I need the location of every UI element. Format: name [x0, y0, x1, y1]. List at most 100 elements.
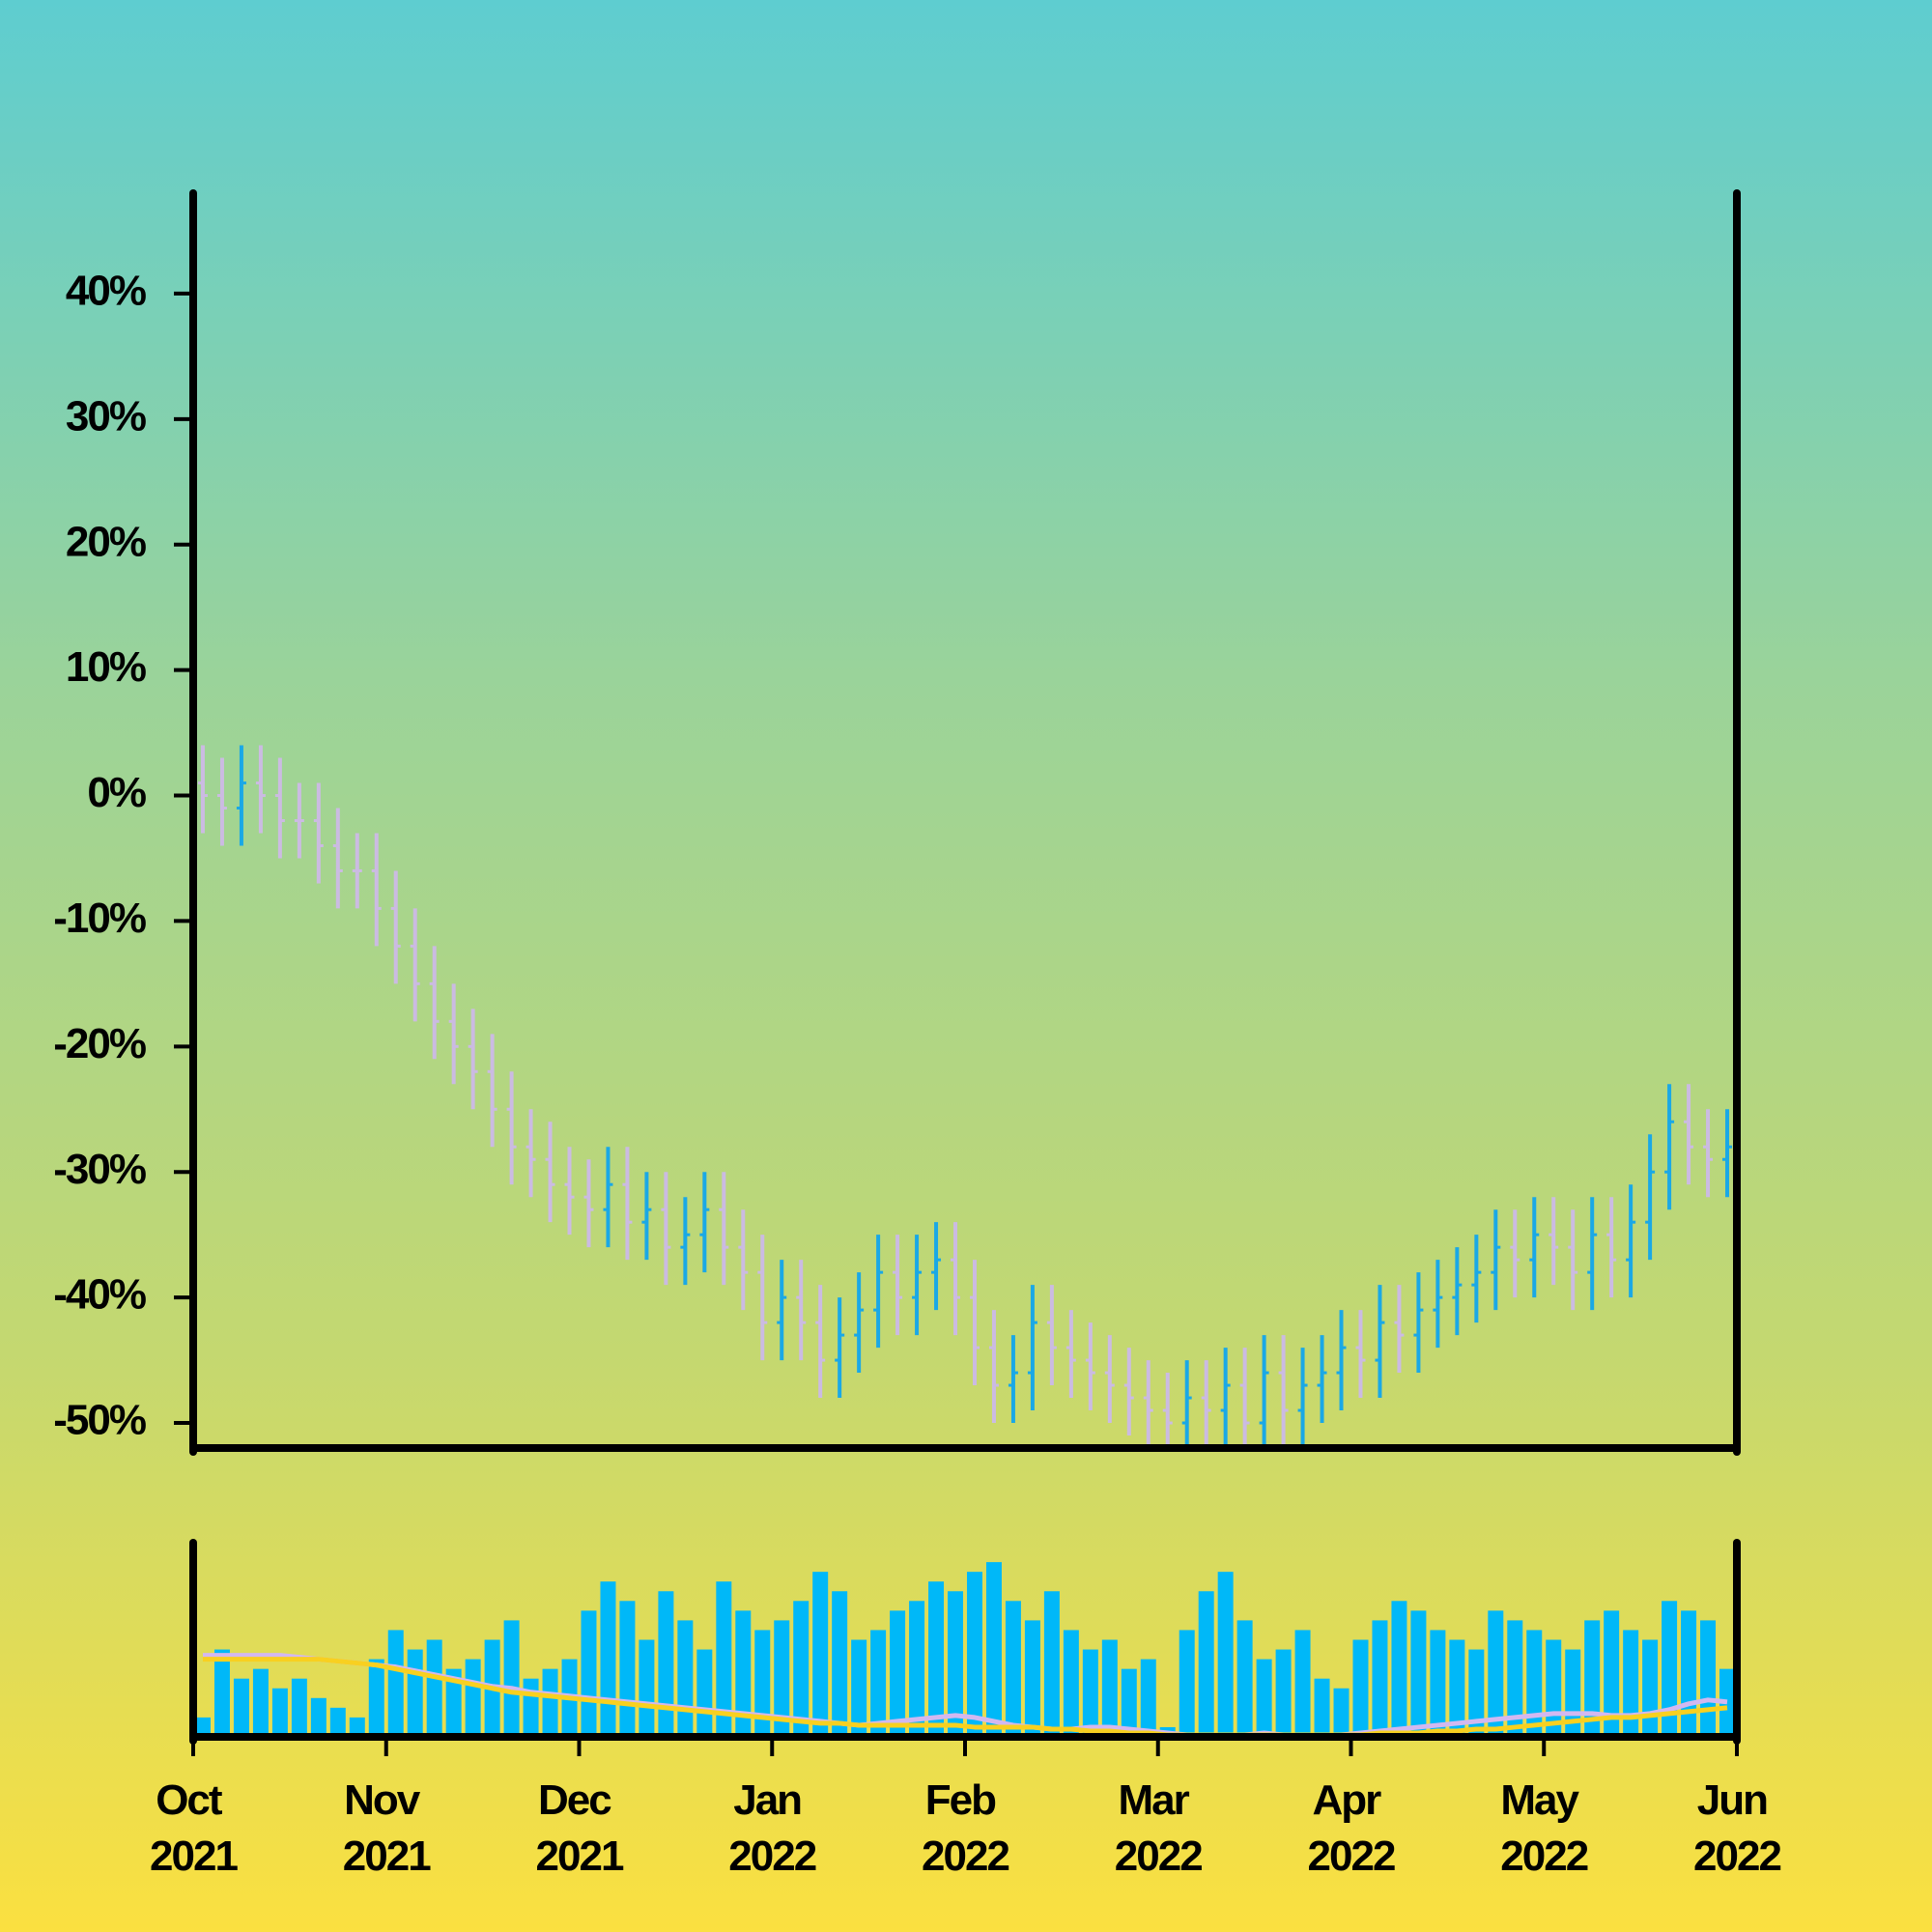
volume-bar — [1391, 1601, 1407, 1737]
volume-bar — [310, 1697, 327, 1737]
volume-bar — [523, 1678, 539, 1737]
volume-bar — [812, 1572, 829, 1737]
volume-bar — [581, 1610, 597, 1737]
volume-bar — [890, 1610, 906, 1737]
volume-bar — [1333, 1688, 1350, 1737]
volume-bar — [542, 1668, 558, 1737]
volume-bar — [503, 1620, 520, 1737]
volume-bar — [1217, 1572, 1234, 1737]
y-tick-label: -50% — [53, 1397, 146, 1444]
volume-bar — [774, 1620, 790, 1737]
x-tick-label: Mar 2022 — [1115, 1776, 1202, 1880]
volume-bar — [329, 1707, 346, 1737]
y-tick-label: -30% — [53, 1146, 146, 1193]
volume-bar — [1488, 1610, 1504, 1737]
volume-bar — [793, 1601, 810, 1737]
volume-bar — [445, 1668, 462, 1737]
x-tick-label: Jun 2022 — [1693, 1776, 1780, 1880]
volume-bar — [1198, 1591, 1214, 1737]
volume-bar — [1623, 1630, 1639, 1737]
y-tick-label: -40% — [53, 1271, 146, 1319]
volume-bar — [233, 1678, 249, 1737]
volume-bar — [1681, 1610, 1697, 1737]
volume-bar — [1236, 1620, 1253, 1737]
volume-bar — [948, 1591, 964, 1737]
volume-bar — [194, 1717, 211, 1737]
y-tick-label: 10% — [66, 643, 146, 691]
volume-bar — [966, 1572, 982, 1737]
volume-bar — [1584, 1620, 1601, 1737]
volume-bar — [1121, 1668, 1137, 1737]
volume-bar — [1642, 1639, 1659, 1737]
volume-bar — [619, 1601, 636, 1737]
volume-bar — [870, 1630, 887, 1737]
volume-bar — [1604, 1610, 1620, 1737]
volume-bar — [1314, 1678, 1330, 1737]
volume-bar — [1043, 1591, 1060, 1737]
volume-bar — [696, 1649, 713, 1737]
volume-bar — [1024, 1620, 1040, 1737]
price-plot — [197, 745, 1733, 1448]
volume-plot — [194, 1562, 1736, 1740]
volume-bar — [1430, 1630, 1446, 1737]
volume-bar — [754, 1630, 771, 1737]
axes: -50% -40% -30% -20% -10% 0% 10% 20% 30% 40% Oct 20… — [53, 189, 1782, 1880]
volume-bar — [1063, 1630, 1079, 1737]
volume-bar — [349, 1717, 365, 1737]
volume-bar — [639, 1639, 655, 1737]
volume-bar — [465, 1659, 481, 1737]
moving-average-line — [202, 1657, 1728, 1738]
volume-bar — [271, 1688, 288, 1737]
volume-bar — [1005, 1601, 1021, 1737]
volume-bar — [677, 1620, 694, 1737]
y-tick-label: 20% — [66, 518, 146, 565]
volume-bar — [1719, 1668, 1736, 1737]
volume-bar — [1294, 1630, 1311, 1737]
volume-bar — [735, 1610, 752, 1737]
volume-bar — [291, 1678, 307, 1737]
volume-bar — [1468, 1649, 1485, 1737]
volume-bar — [1700, 1620, 1717, 1737]
volume-bar — [1662, 1601, 1678, 1737]
volume-bar — [851, 1639, 867, 1737]
volume-bar — [716, 1581, 732, 1737]
volume-bar — [1410, 1610, 1427, 1737]
volume-bar — [1372, 1620, 1388, 1737]
x-tick-label: Dec 2021 — [536, 1776, 624, 1880]
x-tick-label: Apr 2022 — [1308, 1776, 1395, 1880]
y-tick-label: 40% — [66, 268, 146, 315]
x-tick-label: Feb 2022 — [922, 1776, 1009, 1880]
volume-bar — [1526, 1630, 1543, 1737]
x-tick-label: May 2022 — [1500, 1776, 1587, 1880]
x-tick-label: Jan 2022 — [728, 1776, 815, 1880]
volume-bar — [985, 1562, 1002, 1737]
volume-bar — [600, 1581, 616, 1737]
volume-bar — [1507, 1620, 1523, 1737]
x-tick-label: Nov 2021 — [343, 1776, 431, 1880]
volume-bar — [368, 1659, 384, 1737]
volume-bar — [1101, 1639, 1118, 1737]
volume-bar — [1082, 1649, 1098, 1737]
y-tick-label: 30% — [66, 392, 146, 440]
y-tick-label: -10% — [53, 895, 146, 942]
volume-bar — [1275, 1649, 1292, 1737]
volume-bar — [1352, 1639, 1369, 1737]
volume-bar — [1449, 1639, 1465, 1737]
y-tick-label: 0% — [87, 769, 145, 816]
volume-bar — [1256, 1659, 1272, 1737]
volume-bar — [213, 1649, 230, 1737]
x-tick-label: Oct 2021 — [150, 1776, 238, 1880]
y-tick-label: -20% — [53, 1020, 146, 1067]
volume-bar — [426, 1639, 442, 1737]
volume-bar — [909, 1601, 925, 1737]
volume-bar — [1179, 1630, 1195, 1737]
volume-bar — [252, 1668, 269, 1737]
volume-bar — [387, 1630, 404, 1737]
volume-bar — [1140, 1659, 1156, 1737]
volume-bar — [928, 1581, 945, 1737]
volume-bar — [832, 1591, 848, 1737]
volume-bar — [407, 1649, 423, 1737]
volume-bar — [658, 1591, 674, 1737]
